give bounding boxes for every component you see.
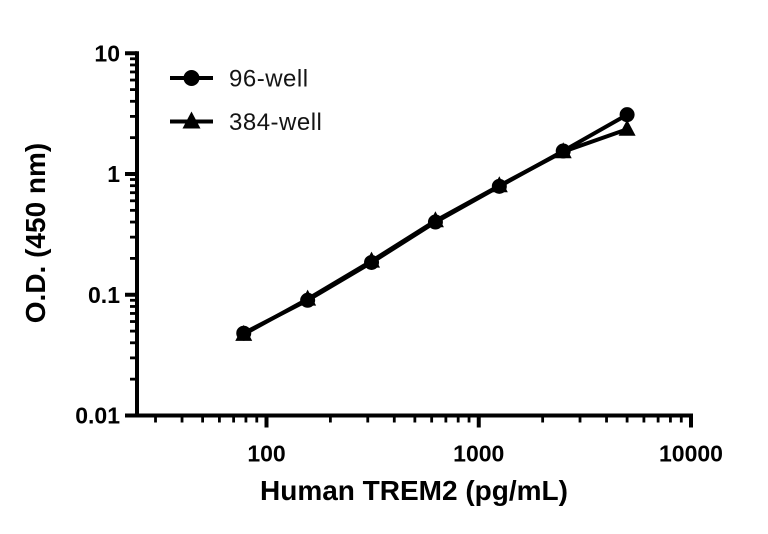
axes: 10 1 0.1 0.01 100 1000 10000 (75, 40, 723, 466)
data-point-circle (427, 214, 443, 230)
x-tick-label: 1000 (453, 441, 504, 467)
series-layer (235, 107, 636, 341)
x-tick-label: 100 (247, 441, 285, 467)
data-point-circle (300, 292, 316, 308)
legend-triangle-marker-icon (182, 111, 201, 129)
y-tick-label: 0.1 (88, 282, 120, 308)
y-tick-label: 10 (94, 40, 120, 66)
data-point-triangle (618, 119, 636, 136)
y-axis-title: O.D. (450 nm) (20, 143, 51, 323)
legend-circle-marker-icon (183, 70, 200, 86)
data-point-circle (236, 325, 252, 341)
legend: 96-well 384-well (170, 66, 322, 136)
data-point-circle (619, 107, 635, 123)
data-point-circle (491, 178, 507, 194)
y-tick-label: 1 (107, 161, 120, 187)
data-point-circle (364, 254, 380, 270)
legend-label-384-well: 384-well (229, 109, 322, 136)
legend-label-96-well: 96-well (229, 66, 309, 93)
x-tick-label: 10000 (659, 441, 723, 467)
data-point-circle (555, 143, 571, 159)
y-tick-label: 0.01 (75, 403, 120, 429)
x-axis-title: Human TREM2 (pg/mL) (260, 475, 568, 506)
